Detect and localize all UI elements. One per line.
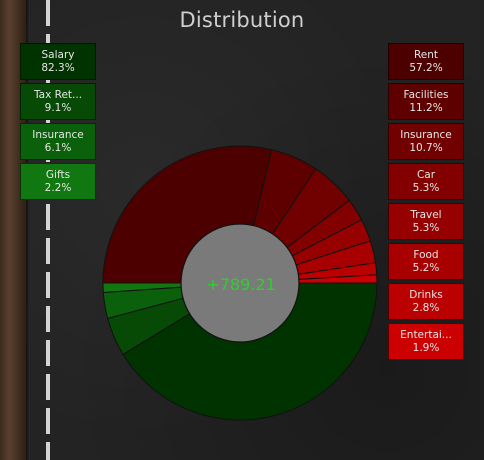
stitching	[46, 0, 50, 460]
legend-label: Insurance	[400, 128, 452, 141]
legend-percent: 5.3%	[412, 221, 440, 234]
legend-item-rent[interactable]: Rent 57.2%	[388, 43, 464, 80]
center-circle	[180, 223, 300, 343]
legend-label: Drinks	[409, 288, 443, 301]
page-title: Distribution	[179, 8, 305, 32]
legend-percent: 5.2%	[412, 261, 440, 274]
legend-label: Facilities	[403, 88, 449, 101]
legend-label: Insurance	[32, 128, 84, 141]
expense-legend: Rent 57.2% Facilities 11.2% Insurance 10…	[388, 43, 464, 363]
legend-percent: 57.2%	[409, 61, 443, 74]
legend-item-travel[interactable]: Travel 5.3%	[388, 203, 464, 240]
legend-label: Car	[416, 168, 436, 181]
legend-item-car[interactable]: Car 5.3%	[388, 163, 464, 200]
legend-percent: 9.1%	[44, 101, 72, 114]
legend-label: Entertai...	[400, 328, 452, 341]
legend-item-insurance-income[interactable]: Insurance 6.1%	[20, 123, 96, 160]
legend-item-insurance-expense[interactable]: Insurance 10.7%	[388, 123, 464, 160]
legend-item-gifts[interactable]: Gifts 2.2%	[20, 163, 96, 200]
legend-percent: 5.3%	[412, 181, 440, 194]
income-legend: Salary 82.3% Tax Ret... 9.1% Insurance 6…	[20, 43, 96, 203]
legend-percent: 10.7%	[409, 141, 443, 154]
legend-label: Rent	[413, 48, 439, 61]
legend-percent: 11.2%	[409, 101, 443, 114]
border-shadow	[26, 0, 30, 460]
center-value: +789.21	[206, 275, 275, 294]
legend-percent: 1.9%	[412, 341, 440, 354]
legend-label: Salary	[41, 48, 75, 61]
legend-label: Travel	[410, 208, 442, 221]
legend-percent: 2.2%	[44, 181, 72, 194]
slice-income-salary[interactable]	[122, 282, 378, 421]
legend-item-food[interactable]: Food 5.2%	[388, 243, 464, 280]
legend-percent: 6.1%	[44, 141, 72, 154]
legend-label: Tax Ret...	[33, 88, 83, 101]
legend-percent: 2.8%	[412, 301, 440, 314]
legend-label: Food	[413, 248, 439, 261]
legend-item-entertainment[interactable]: Entertai... 1.9%	[388, 323, 464, 360]
legend-item-tax-return[interactable]: Tax Ret... 9.1%	[20, 83, 96, 120]
legend-item-salary[interactable]: Salary 82.3%	[20, 43, 96, 80]
legend-percent: 82.3%	[41, 61, 75, 74]
legend-item-facilities[interactable]: Facilities 11.2%	[388, 83, 464, 120]
legend-item-drinks[interactable]: Drinks 2.8%	[388, 283, 464, 320]
legend-label: Gifts	[45, 168, 71, 181]
